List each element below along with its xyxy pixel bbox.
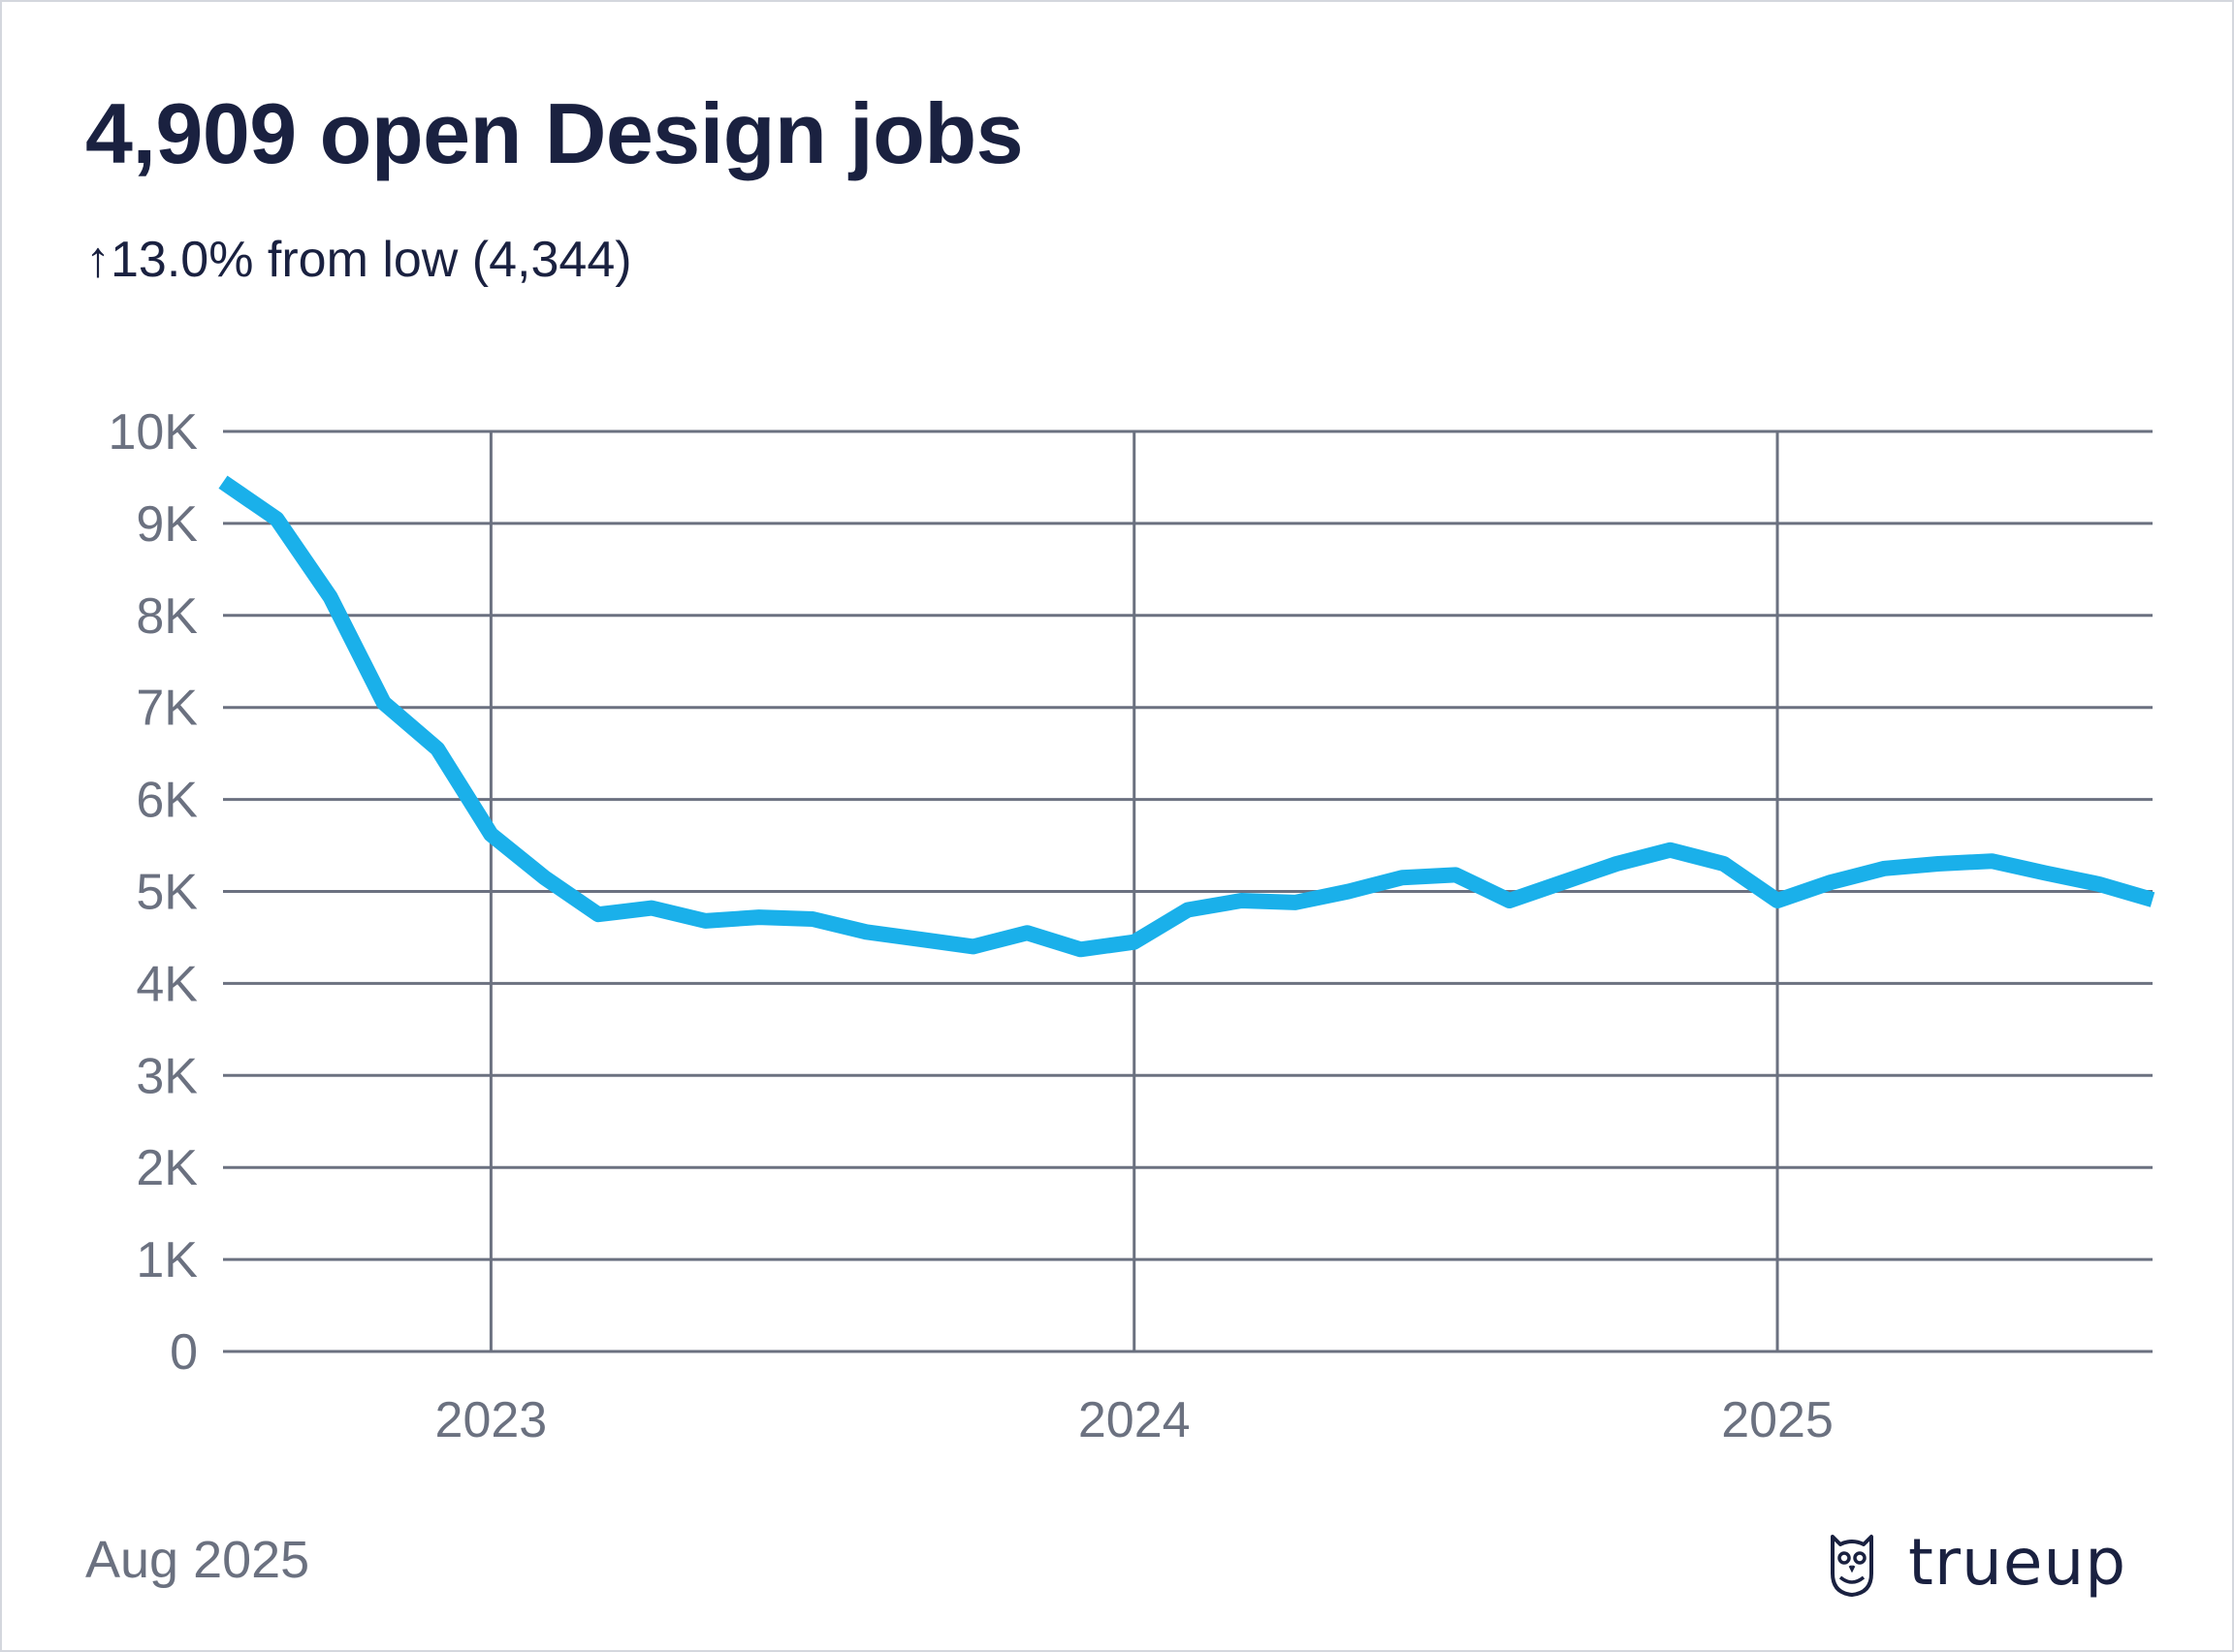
brand-name: trueup (1908, 1525, 2127, 1600)
y-tick-label: 1K (136, 1232, 198, 1288)
y-tick-label: 10K (108, 404, 198, 461)
owl-icon (1831, 1535, 1873, 1597)
y-tick-label: 2K (136, 1140, 198, 1196)
y-tick-label: 8K (136, 588, 198, 645)
y-tick-label: 4K (136, 956, 198, 1012)
series-line (218, 475, 2155, 958)
y-tick-label: 0 (170, 1324, 198, 1381)
change-from-low-subtitle: ↑13.0% from low (4,344) (85, 232, 632, 288)
y-tick-label: 5K (136, 865, 198, 921)
page-title: 4,909 open Design jobs (85, 85, 1024, 181)
x-tick-label: 2025 (1721, 1392, 1834, 1448)
x-tick-label: 2024 (1078, 1392, 1191, 1448)
x-tick-label: 2023 (435, 1392, 548, 1448)
y-tick-label: 3K (136, 1048, 198, 1104)
brand-logo: trueup (1825, 1524, 2126, 1602)
footer-date: Aug 2025 (85, 1531, 310, 1589)
line-chart: 0 1K 2K 3K 4K 5K 6K 7K 8K 9K 10K 2023 2024 2025 (108, 404, 2155, 1448)
y-tick-label: 9K (136, 496, 198, 553)
y-tick-label: 6K (136, 773, 198, 829)
y-tick-label: 7K (136, 681, 198, 737)
